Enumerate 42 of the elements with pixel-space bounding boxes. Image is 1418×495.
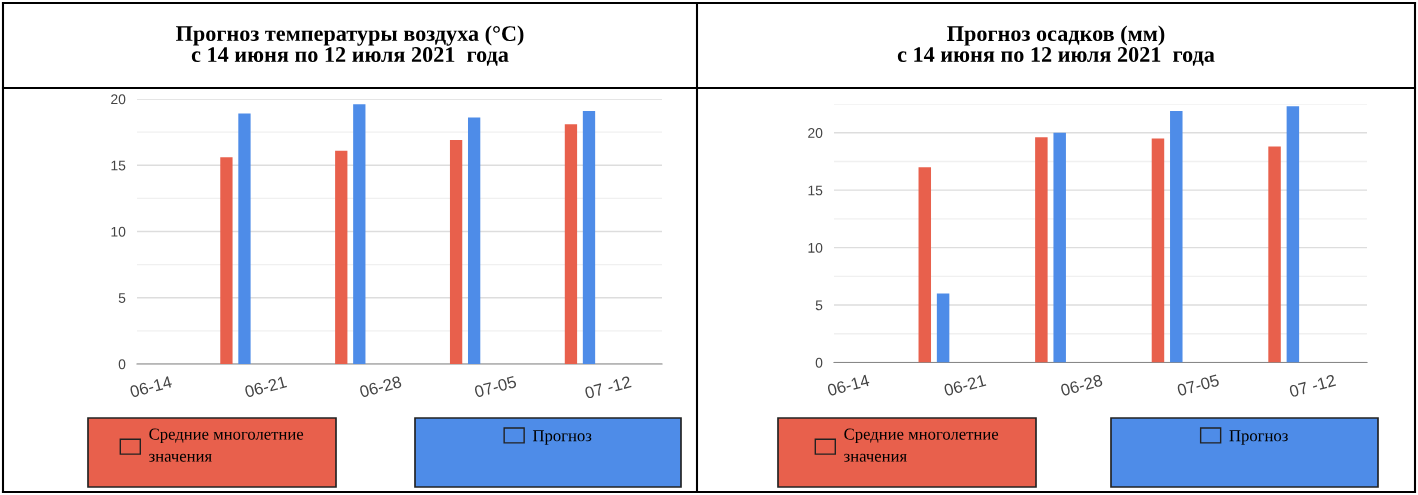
bar (1053, 132, 1066, 363)
x-tick-label: 07 -12 (1288, 374, 1337, 398)
bar (353, 104, 366, 364)
y-tick-label: 0 (118, 359, 126, 370)
bar (564, 124, 578, 364)
legend-label: Прогноз (532, 430, 592, 445)
x-tick-label: 07-05 (473, 375, 517, 398)
x-tick-label: 06-21 (244, 375, 288, 398)
bar (468, 117, 481, 364)
bar (582, 110, 596, 364)
y-tick-label: 0 (815, 357, 823, 368)
y-tick-label: 20 (111, 94, 126, 105)
x-tick-label: 06-21 (943, 374, 987, 397)
bar (1286, 106, 1300, 363)
x-tick-label: 07 -12 (584, 375, 632, 399)
bar (449, 140, 463, 364)
x-tick-label: 06-28 (1060, 374, 1103, 397)
legend-label: Средние многолетние значения (149, 428, 304, 462)
y-tick-label: 10 (808, 242, 823, 253)
legend-label: Средние многолетние значения (844, 428, 999, 462)
chart-title: Прогноз осадков (мм) с 14 июня по 12 июля 2021 года (897, 25, 1215, 66)
bar (1268, 146, 1281, 363)
y-tick-label: 20 (808, 128, 823, 138)
chart-title: Прогноз температуры воздуха (°C) с 14 июня по 12 июля 2021 года (176, 25, 524, 66)
bar (1170, 110, 1183, 363)
x-tick-label: 06-14 (129, 375, 173, 398)
y-tick-label: 10 (111, 226, 126, 237)
y-tick-label: 15 (111, 160, 126, 171)
x-tick-label: 07-05 (1176, 374, 1220, 397)
x-tick-label: 06-14 (826, 374, 871, 397)
bar (1151, 138, 1165, 363)
bar (936, 293, 950, 363)
y-tick-label: 15 (808, 185, 823, 196)
bar (1035, 137, 1048, 363)
y-tick-label: 5 (815, 300, 823, 311)
x-tick-label: 06-28 (359, 375, 402, 398)
bar (918, 167, 932, 363)
y-tick-label: 5 (118, 293, 126, 303)
legend-label: Прогноз (1229, 430, 1288, 445)
bar (238, 113, 251, 364)
bar (220, 157, 233, 364)
bar (335, 150, 348, 364)
